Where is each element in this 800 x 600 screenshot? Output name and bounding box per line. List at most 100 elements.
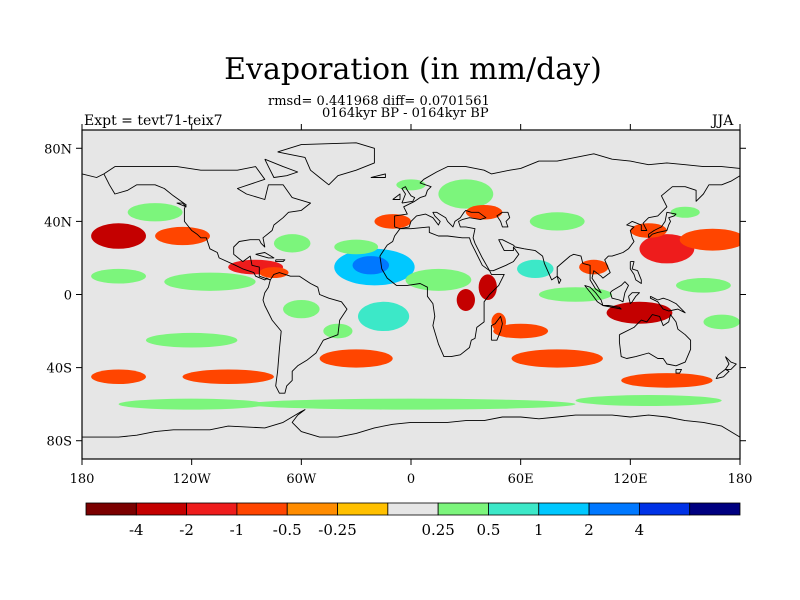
lon-tick-label: 60W [286, 472, 317, 487]
anomaly-patch [456, 289, 475, 311]
lon-tick-label: 120E [613, 472, 647, 487]
coastline [277, 142, 375, 186]
anomaly-patch [155, 226, 210, 246]
colorbar-swatch [286, 502, 338, 516]
lon-tick-label: 120W [173, 472, 212, 487]
coastline [379, 226, 505, 358]
experiment-label: Expt = tevt71-teix7 [84, 113, 223, 129]
colorbar-label: -0.25 [318, 521, 356, 539]
anomaly-patch [374, 214, 411, 229]
anomaly-patch [517, 259, 554, 279]
coastline [629, 261, 642, 284]
longitude-axis: 180 120W 60W 0 60E 120E 180 [70, 124, 753, 487]
coastline [394, 175, 740, 294]
lat-tick-label: 0 [64, 289, 72, 304]
colorbar: -4 -2 -1 -0.5 -0.25 0.25 0.5 1 2 4 [85, 502, 741, 539]
anomaly-patch [118, 398, 265, 410]
anomaly-patch [405, 268, 472, 291]
colorbar-label: 0.5 [477, 521, 501, 539]
colorbar-label: 2 [584, 521, 594, 539]
coastline [648, 211, 677, 239]
coastline [176, 202, 187, 208]
anomaly-patch [273, 234, 311, 253]
lat-tick-label: 40S [47, 362, 72, 377]
colorbar-label: 4 [635, 521, 645, 539]
coastline [394, 153, 740, 227]
anomaly-patch [91, 223, 146, 249]
anomaly-patch [630, 223, 667, 238]
anomaly-patch [323, 323, 353, 339]
anomaly-patch [127, 203, 183, 222]
anomaly-patch [676, 278, 731, 293]
anomaly-patch [259, 267, 289, 279]
anomaly-patch [396, 179, 426, 191]
anomaly-patch [438, 179, 494, 209]
latitude-axis: 80N 40N 0 40S 80S [44, 142, 746, 450]
lat-tick-label: 40N [44, 215, 72, 230]
anomaly-patch [621, 373, 713, 388]
colorbar-swatch [387, 502, 439, 516]
anomaly-patch [575, 395, 722, 406]
coastline [609, 281, 629, 303]
lon-tick-label: 180 [728, 472, 753, 487]
coastline [602, 305, 622, 310]
stats-line: rmsd= 0.441968 diff= 0.0701561 [268, 94, 490, 109]
colorbar-swatch [186, 502, 238, 516]
colorbar-label: -0.5 [273, 521, 302, 539]
anomaly-patch [91, 369, 146, 385]
anomaly-patch [319, 349, 393, 368]
anomaly-patch [352, 256, 390, 275]
anomaly-patch [478, 274, 497, 300]
coastline [262, 272, 348, 394]
colorbar-swatch [638, 502, 691, 516]
anomaly-patch [334, 239, 379, 255]
coastline-layer [82, 142, 740, 438]
lat-tick-label: 80S [47, 435, 72, 450]
season-label: JJA [712, 113, 734, 129]
coastline [490, 315, 503, 341]
coastline [724, 356, 737, 370]
coastline [255, 252, 275, 259]
coastline [264, 158, 299, 178]
period-line: 0164kyr BP - 0164kyr BP [322, 106, 489, 121]
anomaly-patch [357, 301, 410, 332]
lon-tick-label: 0 [407, 472, 415, 487]
coastline [370, 173, 386, 178]
anomaly-patch [246, 398, 576, 410]
colorbar-label: -2 [179, 521, 194, 539]
anomaly-patch [703, 314, 740, 330]
coastline [675, 368, 682, 374]
colorbar-swatch [337, 502, 389, 516]
coastline [715, 369, 730, 380]
coastline [392, 193, 401, 200]
map-title: Evaporation (in mm/day) [224, 52, 602, 87]
coastline [401, 186, 416, 204]
anomaly-patch [465, 204, 503, 220]
anomaly-patch [579, 259, 609, 275]
anomaly-patch [606, 301, 673, 324]
coastline [649, 295, 686, 314]
coastline [82, 409, 740, 438]
colorbar-swatch [689, 502, 741, 516]
lat-tick-label: 80N [44, 142, 72, 157]
colorbar-swatch [538, 502, 590, 516]
anomaly-patch [670, 206, 700, 218]
colorbar-label: 1 [534, 521, 544, 539]
anomaly-layer [91, 179, 740, 410]
coastline [496, 211, 511, 228]
coastline [618, 314, 692, 367]
anomaly-patch [91, 268, 146, 284]
colorbar-swatch [437, 502, 489, 516]
coastline [275, 259, 286, 263]
coastline [103, 166, 311, 281]
coastline [584, 284, 604, 306]
anomaly-patch [164, 272, 256, 291]
coastline [82, 173, 105, 178]
anomaly-patch [493, 323, 549, 339]
coastline [556, 275, 562, 284]
anomaly-patch [182, 369, 274, 385]
colorbar-swatch [588, 502, 640, 516]
lon-tick-label: 180 [70, 472, 95, 487]
lon-tick-label: 60E [508, 472, 534, 487]
